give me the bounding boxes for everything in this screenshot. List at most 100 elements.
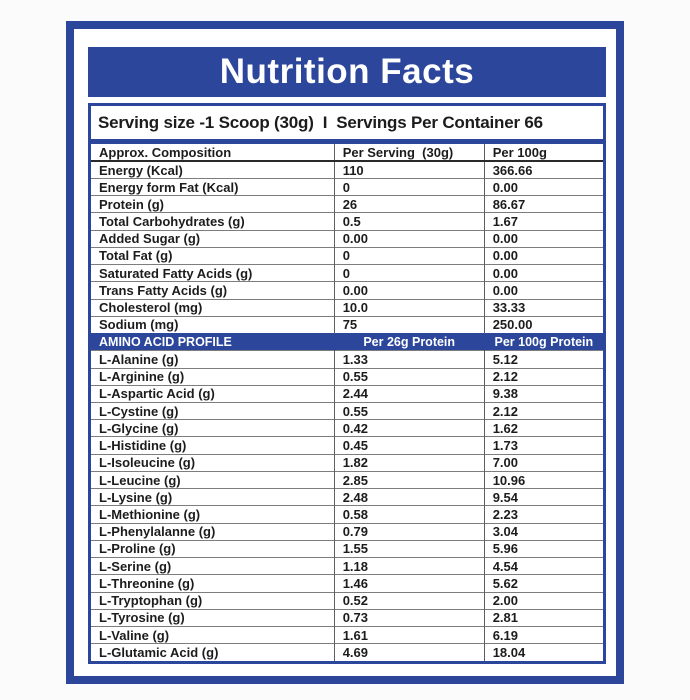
amino-value: 4.54 — [483, 557, 603, 575]
amino-row: L-Tyrosine (g) 0.73 2.81 — [91, 608, 603, 627]
amino-value: 1.73 — [483, 436, 603, 455]
composition-value: 0.00 — [333, 229, 485, 248]
composition-row: Added Sugar (g) 0.00 0.00 — [91, 229, 603, 248]
composition-value: 0.00 — [483, 281, 603, 300]
composition-label: Added Sugar (g) — [91, 229, 335, 248]
amino-value: 2.44 — [333, 384, 485, 403]
composition-header-per-serving: Per Serving (30g) — [333, 144, 485, 163]
composition-header-per-100g: Per 100g — [483, 144, 603, 163]
nutrition-table: Approx. Composition Per Serving (30g) Pe… — [91, 144, 603, 661]
amino-value: 6.19 — [483, 626, 603, 644]
amino-label: L-Glycine (g) — [91, 419, 335, 437]
amino-row: L-Leucine (g) 2.85 10.96 — [91, 470, 603, 489]
amino-profile-header-row: AMINO ACID PROFILE Per 26g Protein Per 1… — [91, 333, 603, 351]
serving-info-text: Serving size -1 Scoop (30g) I Servings P… — [98, 112, 543, 132]
composition-value: 1.67 — [483, 212, 603, 231]
amino-row: L-Glycine (g) 0.42 1.62 — [91, 419, 603, 437]
amino-row: L-Lysine (g) 2.48 9.54 — [91, 488, 603, 506]
amino-value: 10.96 — [483, 470, 603, 489]
amino-value: 1.46 — [333, 574, 485, 593]
amino-value: 2.23 — [483, 505, 603, 524]
composition-value: 0.00 — [333, 281, 485, 300]
amino-value: 5.96 — [483, 539, 603, 558]
composition-label: Total Carbohydrates (g) — [91, 212, 335, 231]
amino-value: 0.42 — [333, 419, 485, 437]
amino-row: L-Threonine (g) 1.46 5.62 — [91, 574, 603, 593]
composition-value: 250.00 — [483, 315, 603, 334]
amino-label: L-Alanine (g) — [91, 350, 335, 368]
amino-value: 7.00 — [483, 453, 603, 472]
amino-row: L-Tryptophan (g) 0.52 2.00 — [91, 591, 603, 610]
amino-label: L-Threonine (g) — [91, 574, 335, 593]
amino-label: L-Glutamic Acid (g) — [91, 643, 335, 661]
amino-label: L-Lysine (g) — [91, 488, 335, 506]
composition-header-row: Approx. Composition Per Serving (30g) Pe… — [91, 144, 603, 163]
amino-label: L-Methionine (g) — [91, 505, 335, 524]
composition-row: Energy (Kcal) 110 366.66 — [91, 160, 603, 179]
composition-row: Sodium (mg) 75 250.00 — [91, 315, 603, 334]
composition-label: Energy form Fat (Kcal) — [91, 177, 335, 196]
amino-value: 2.12 — [483, 401, 603, 420]
composition-label: Sodium (mg) — [91, 315, 335, 334]
composition-row: Energy form Fat (Kcal) 0 0.00 — [91, 177, 603, 196]
composition-label: Cholesterol (mg) — [91, 298, 335, 317]
composition-value: 0 — [333, 177, 485, 196]
composition-value: 33.33 — [483, 298, 603, 317]
amino-label: L-Aspartic Acid (g) — [91, 384, 335, 403]
composition-row: Cholesterol (mg) 10.0 33.33 — [91, 298, 603, 317]
amino-value: 5.12 — [483, 350, 603, 368]
composition-row: Saturated Fatty Acids (g) 0 0.00 — [91, 264, 603, 282]
composition-body: Energy (Kcal) 110 366.66 Energy form Fat (K… — [91, 160, 603, 334]
amino-value: 0.79 — [333, 522, 485, 541]
amino-label: L-Phenylalanne (g) — [91, 522, 335, 541]
amino-row: L-Proline (g) 1.55 5.96 — [91, 539, 603, 558]
composition-value: 86.67 — [483, 195, 603, 213]
amino-header-per-26g: Per 26g Protein — [333, 333, 485, 351]
amino-label: L-Isoleucine (g) — [91, 453, 335, 472]
amino-row: L-Valine (g) 1.61 6.19 — [91, 626, 603, 644]
amino-value: 5.62 — [483, 574, 603, 593]
amino-value: 1.18 — [333, 557, 485, 575]
amino-label: L-Histidine (g) — [91, 436, 335, 455]
amino-value: 0.73 — [333, 608, 485, 627]
composition-value: 0.5 — [333, 212, 485, 231]
composition-label: Protein (g) — [91, 195, 335, 213]
composition-value: 75 — [333, 315, 485, 334]
amino-value: 1.82 — [333, 453, 485, 472]
nutrition-table-wrap: Approx. Composition Per Serving (30g) Pe… — [88, 141, 606, 664]
amino-row: L-Phenylalanne (g) 0.79 3.04 — [91, 522, 603, 541]
serving-info-box: Serving size -1 Scoop (30g) I Servings P… — [88, 103, 606, 142]
amino-row: L-Serine (g) 1.18 4.54 — [91, 557, 603, 575]
amino-label: L-Tyrosine (g) — [91, 608, 335, 627]
composition-header: Approx. Composition Per Serving (30g) Pe… — [91, 144, 603, 163]
composition-label: Total Fat (g) — [91, 246, 335, 265]
amino-value: 18.04 — [483, 643, 603, 661]
composition-label: Energy (Kcal) — [91, 160, 335, 179]
composition-value: 0.00 — [483, 177, 603, 196]
amino-row: L-Cystine (g) 0.55 2.12 — [91, 401, 603, 420]
amino-value: 2.81 — [483, 608, 603, 627]
page-title: Nutrition Facts — [219, 52, 475, 91]
amino-row: L-Methionine (g) 0.58 2.23 — [91, 505, 603, 524]
amino-label: L-Arginine (g) — [91, 367, 335, 386]
amino-value: 0.55 — [333, 367, 485, 386]
composition-value: 110 — [333, 160, 485, 179]
amino-value: 1.62 — [483, 419, 603, 437]
amino-label: L-Serine (g) — [91, 557, 335, 575]
composition-value: 0 — [333, 264, 485, 282]
amino-row: L-Isoleucine (g) 1.82 7.00 — [91, 453, 603, 472]
composition-value: 0 — [333, 246, 485, 265]
composition-header-label: Approx. Composition — [91, 144, 335, 163]
amino-value: 2.85 — [333, 470, 485, 489]
amino-header-body: AMINO ACID PROFILE Per 26g Protein Per 1… — [91, 333, 603, 351]
amino-row: L-Aspartic Acid (g) 2.44 9.38 — [91, 384, 603, 403]
amino-value: 0.45 — [333, 436, 485, 455]
amino-value: 2.12 — [483, 367, 603, 386]
amino-label: L-Cystine (g) — [91, 401, 335, 420]
amino-label: L-Tryptophan (g) — [91, 591, 335, 610]
amino-row: L-Arginine (g) 0.55 2.12 — [91, 367, 603, 386]
amino-value: 0.58 — [333, 505, 485, 524]
amino-value: 1.55 — [333, 539, 485, 558]
amino-header-per-100g: Per 100g Protein — [483, 333, 603, 351]
amino-profile-title: AMINO ACID PROFILE — [91, 333, 335, 351]
